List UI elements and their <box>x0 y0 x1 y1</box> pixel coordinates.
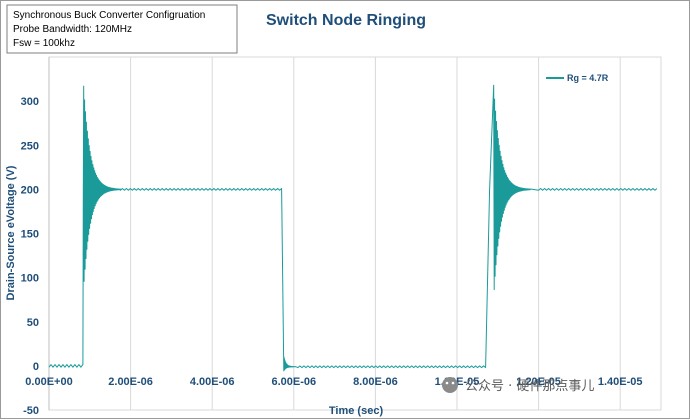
annotation-line-1: Synchronous Buck Converter Configruation <box>13 10 205 21</box>
y-tick-label: 300 <box>21 96 39 108</box>
legend-label: Rg = 4.7R <box>567 73 609 83</box>
x-tick-label: 8.00E-06 <box>353 376 398 388</box>
x-tick-label: 2.00E-06 <box>108 376 153 388</box>
y-tick-label: -50 <box>23 405 39 417</box>
y-tick-label: 250 <box>21 140 39 152</box>
gridlines <box>130 57 621 410</box>
y-axis-title: Drain-Source eVoltage (V) <box>5 165 17 300</box>
y-tick-label: 100 <box>21 273 39 285</box>
wechat-icon <box>442 377 458 393</box>
chart-title: Switch Node Ringing <box>266 12 426 29</box>
y-tick-label: 0 <box>33 361 39 373</box>
x-tick-label: 0.00E+00 <box>25 376 72 388</box>
y-tick-label: 200 <box>21 184 39 196</box>
y-tick-labels: -50 0 50 100 150 200 250 300 <box>21 96 39 417</box>
waveform-trace <box>48 84 658 372</box>
x-tick-label: 1.20E-05 <box>516 376 561 388</box>
watermark-text: 公众号 · 硬件那点事儿 <box>465 379 594 394</box>
x-axis-title: Time (sec) <box>329 405 384 417</box>
x-tick-label: 4.00E-06 <box>190 376 235 388</box>
config-annotation-box: Synchronous Buck Converter Configruation… <box>6 4 238 54</box>
x-tick-label: 1.40E-05 <box>598 376 643 388</box>
annotation-line-2: Probe Bandwidth: 120MHz <box>13 24 132 35</box>
x-tick-label: 6.00E-06 <box>271 376 316 388</box>
annotation-line-3: Fsw = 100khz <box>13 38 75 49</box>
watermark: 公众号 · 硬件那点事儿 <box>442 377 594 394</box>
legend: Rg = 4.7R <box>546 73 609 83</box>
y-tick-label: 150 <box>21 229 39 241</box>
plot-area <box>48 56 662 411</box>
y-tick-label: 50 <box>27 317 39 329</box>
